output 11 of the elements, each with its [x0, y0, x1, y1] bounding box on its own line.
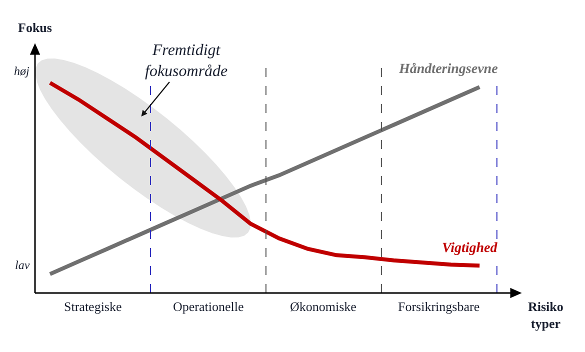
series-label: Håndteringsevne	[398, 62, 498, 77]
text: høj	[14, 64, 30, 78]
text: Fremtidigt fokusområde	[145, 42, 228, 80]
text: Operationelle	[173, 299, 244, 314]
x-axis-title: Risiko typer	[528, 299, 564, 331]
text: lav	[15, 258, 30, 272]
text: Strategiske	[64, 299, 122, 314]
text: Økonomiske	[290, 299, 357, 314]
text: Forsikringsbare	[398, 299, 480, 314]
series-label: Vigtighed	[442, 241, 498, 256]
y-axis-title: Fokus	[18, 20, 52, 35]
